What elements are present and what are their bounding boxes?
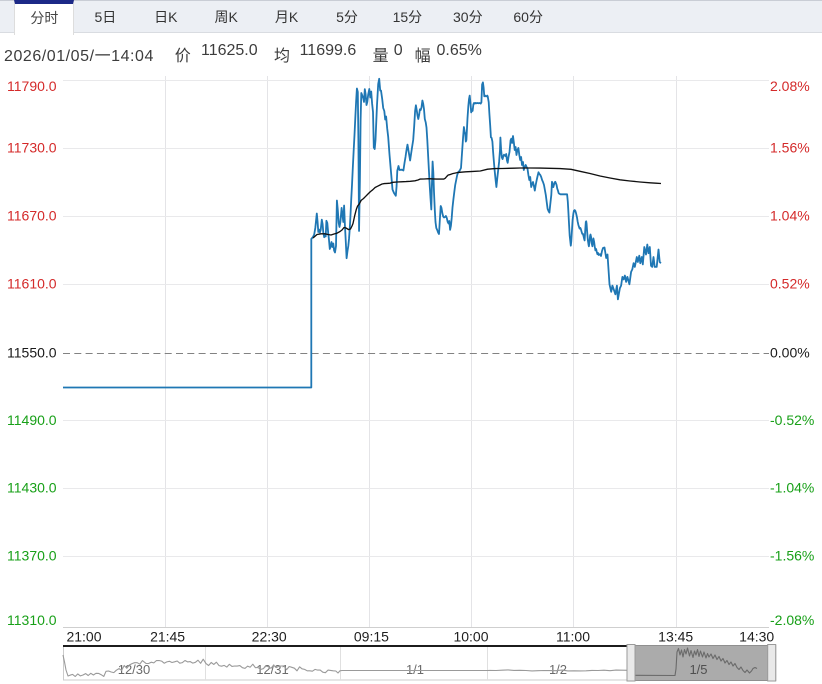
svg-text:1.04%: 1.04% [770, 208, 810, 224]
svg-text:0.52%: 0.52% [770, 276, 810, 292]
svg-text:11790.0: 11790.0 [7, 78, 57, 94]
svg-text:-2.08%: -2.08% [770, 612, 814, 628]
svg-text:11610.0: 11610.0 [7, 276, 57, 292]
svg-text:11430.0: 11430.0 [7, 480, 57, 496]
svg-text:11490.0: 11490.0 [7, 412, 57, 428]
svg-text:0.00%: 0.00% [770, 345, 810, 361]
svg-text:12/30: 12/30 [118, 662, 151, 677]
svg-text:-1.04%: -1.04% [770, 480, 814, 496]
svg-text:-1.56%: -1.56% [770, 548, 814, 564]
svg-text:11550.0: 11550.0 [7, 345, 57, 361]
svg-text:2.08%: 2.08% [770, 78, 810, 94]
svg-text:1.56%: 1.56% [770, 140, 810, 156]
svg-text:09:15: 09:15 [354, 629, 389, 645]
svg-text:13:45: 13:45 [658, 629, 693, 645]
svg-text:11670.0: 11670.0 [7, 208, 57, 224]
svg-text:1/1: 1/1 [406, 662, 424, 677]
svg-text:11370.0: 11370.0 [7, 548, 57, 564]
svg-text:21:00: 21:00 [66, 629, 101, 645]
svg-text:21:45: 21:45 [150, 629, 185, 645]
svg-text:14:30: 14:30 [739, 629, 774, 645]
svg-text:11310.0: 11310.0 [7, 612, 57, 628]
svg-text:1/2: 1/2 [549, 662, 567, 677]
svg-text:10:00: 10:00 [453, 629, 488, 645]
svg-text:1/5: 1/5 [689, 662, 707, 677]
svg-text:-0.52%: -0.52% [770, 412, 814, 428]
svg-text:22:30: 22:30 [252, 629, 287, 645]
svg-text:11:00: 11:00 [556, 629, 590, 645]
svg-text:11730.0: 11730.0 [7, 140, 57, 156]
